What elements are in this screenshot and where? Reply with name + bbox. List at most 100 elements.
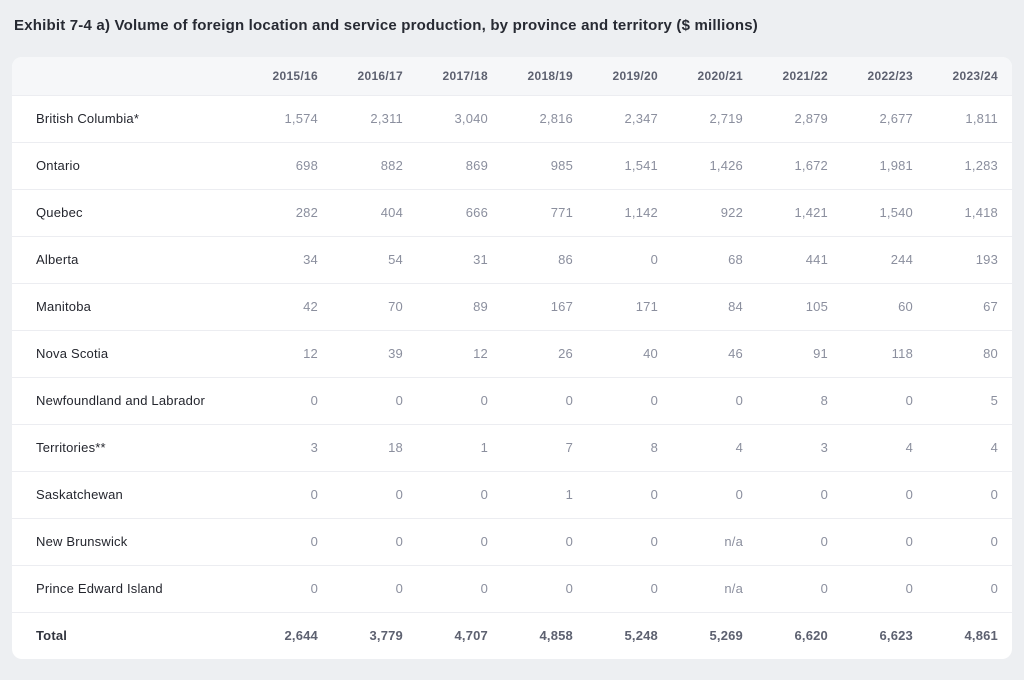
row-label: British Columbia* bbox=[12, 94, 247, 142]
table-card: 2015/16 2016/17 2017/18 2018/19 2019/20 2020/… bbox=[12, 57, 1012, 659]
value-cell: 1,574 bbox=[247, 94, 332, 142]
value-cell: 0 bbox=[757, 517, 842, 565]
row-label: Nova Scotia bbox=[12, 329, 247, 377]
value-cell: 31 bbox=[417, 235, 502, 283]
value-cell: 0 bbox=[417, 470, 502, 518]
column-header: 2016/17 bbox=[332, 57, 417, 95]
value-cell: 5 bbox=[927, 376, 1012, 424]
value-cell: 0 bbox=[927, 517, 1012, 565]
value-cell: 67 bbox=[927, 282, 1012, 330]
value-cell: 39 bbox=[332, 329, 417, 377]
table-header-row: 2015/16 2016/17 2017/18 2018/19 2019/20 2020/… bbox=[12, 57, 1012, 95]
value-cell: 0 bbox=[927, 470, 1012, 518]
value-cell: 1 bbox=[417, 423, 502, 471]
value-cell: 0 bbox=[247, 470, 332, 518]
value-cell: 46 bbox=[672, 329, 757, 377]
value-cell: 0 bbox=[757, 564, 842, 612]
exhibit-title: Exhibit 7-4 a) Volume of foreign locatio… bbox=[14, 17, 758, 34]
value-cell: 54 bbox=[332, 235, 417, 283]
value-cell: 193 bbox=[927, 235, 1012, 283]
value-cell: 0 bbox=[842, 517, 927, 565]
value-cell: 42 bbox=[247, 282, 332, 330]
column-header: 2022/23 bbox=[842, 57, 927, 95]
column-header: 2021/22 bbox=[757, 57, 842, 95]
table-row: New Brunswick 0 0 0 0 0 n/a 0 0 0 bbox=[12, 517, 1012, 565]
row-label: Prince Edward Island bbox=[12, 564, 247, 612]
table-row: Prince Edward Island 0 0 0 0 0 n/a 0 0 0 bbox=[12, 564, 1012, 612]
value-cell: 922 bbox=[672, 188, 757, 236]
table-row: Territories** 3 18 1 7 8 4 3 4 4 bbox=[12, 423, 1012, 471]
value-cell: 1,540 bbox=[842, 188, 927, 236]
value-cell: 1,541 bbox=[587, 141, 672, 189]
row-label: Newfoundland and Labrador bbox=[12, 376, 247, 424]
value-cell: 0 bbox=[417, 564, 502, 612]
value-cell: 0 bbox=[672, 376, 757, 424]
total-row: Total 2,644 3,779 4,707 4,858 5,248 5,269 6,620… bbox=[12, 611, 1012, 659]
row-label: New Brunswick bbox=[12, 517, 247, 565]
value-cell: 2,719 bbox=[672, 94, 757, 142]
value-cell: 0 bbox=[247, 376, 332, 424]
value-cell: 0 bbox=[332, 376, 417, 424]
value-cell: 12 bbox=[247, 329, 332, 377]
value-cell: 0 bbox=[502, 376, 587, 424]
table-body: British Columbia* 1,574 2,311 3,040 2,816 2,3… bbox=[12, 94, 1012, 659]
table-row: Newfoundland and Labrador 0 0 0 0 0 0 8 0 5 bbox=[12, 376, 1012, 424]
row-label: Alberta bbox=[12, 235, 247, 283]
value-cell: n/a bbox=[672, 517, 757, 565]
value-cell: 0 bbox=[247, 564, 332, 612]
value-cell: 91 bbox=[757, 329, 842, 377]
value-cell: 34 bbox=[247, 235, 332, 283]
value-cell: 2,677 bbox=[842, 94, 927, 142]
value-cell: 0 bbox=[587, 235, 672, 283]
table-row: Ontario 698 882 869 985 1,541 1,426 1,672 1,981 1… bbox=[12, 141, 1012, 189]
value-cell: 171 bbox=[587, 282, 672, 330]
value-cell: 0 bbox=[587, 376, 672, 424]
column-header: 2020/21 bbox=[672, 57, 757, 95]
value-cell: 666 bbox=[417, 188, 502, 236]
value-cell: 1,418 bbox=[927, 188, 1012, 236]
value-cell: 0 bbox=[842, 470, 927, 518]
row-label: Saskatchewan bbox=[12, 470, 247, 518]
value-cell: 4,858 bbox=[502, 611, 587, 659]
value-cell: 89 bbox=[417, 282, 502, 330]
value-cell: 3 bbox=[247, 423, 332, 471]
production-table: 2015/16 2016/17 2017/18 2018/19 2019/20 2020/… bbox=[12, 57, 1012, 659]
row-label: Territories** bbox=[12, 423, 247, 471]
value-cell: 0 bbox=[417, 376, 502, 424]
value-cell: 0 bbox=[842, 564, 927, 612]
row-label: Total bbox=[12, 611, 247, 659]
value-cell: 441 bbox=[757, 235, 842, 283]
value-cell: n/a bbox=[672, 564, 757, 612]
value-cell: 1,421 bbox=[757, 188, 842, 236]
row-label: Quebec bbox=[12, 188, 247, 236]
value-cell: 5,269 bbox=[672, 611, 757, 659]
table-row: British Columbia* 1,574 2,311 3,040 2,816 2,3… bbox=[12, 94, 1012, 142]
table-row: Saskatchewan 0 0 0 1 0 0 0 0 0 bbox=[12, 470, 1012, 518]
value-cell: 167 bbox=[502, 282, 587, 330]
value-cell: 869 bbox=[417, 141, 502, 189]
value-cell: 1,142 bbox=[587, 188, 672, 236]
row-label: Ontario bbox=[12, 141, 247, 189]
value-cell: 0 bbox=[502, 517, 587, 565]
value-cell: 0 bbox=[672, 470, 757, 518]
table-head: 2015/16 2016/17 2017/18 2018/19 2019/20 2020/… bbox=[12, 57, 1012, 95]
table-row: Manitoba 42 70 89 167 171 84 105 60 67 bbox=[12, 282, 1012, 330]
table-row: Nova Scotia 12 39 12 26 40 46 91 118 80 bbox=[12, 329, 1012, 377]
value-cell: 80 bbox=[927, 329, 1012, 377]
value-cell: 698 bbox=[247, 141, 332, 189]
value-cell: 1,811 bbox=[927, 94, 1012, 142]
value-cell: 2,347 bbox=[587, 94, 672, 142]
value-cell: 1,981 bbox=[842, 141, 927, 189]
value-cell: 8 bbox=[757, 376, 842, 424]
value-cell: 12 bbox=[417, 329, 502, 377]
value-cell: 0 bbox=[587, 470, 672, 518]
value-cell: 60 bbox=[842, 282, 927, 330]
value-cell: 1,672 bbox=[757, 141, 842, 189]
value-cell: 0 bbox=[502, 564, 587, 612]
value-cell: 985 bbox=[502, 141, 587, 189]
value-cell: 68 bbox=[672, 235, 757, 283]
value-cell: 0 bbox=[417, 517, 502, 565]
value-cell: 0 bbox=[332, 564, 417, 612]
value-cell: 4 bbox=[927, 423, 1012, 471]
column-header: 2019/20 bbox=[587, 57, 672, 95]
